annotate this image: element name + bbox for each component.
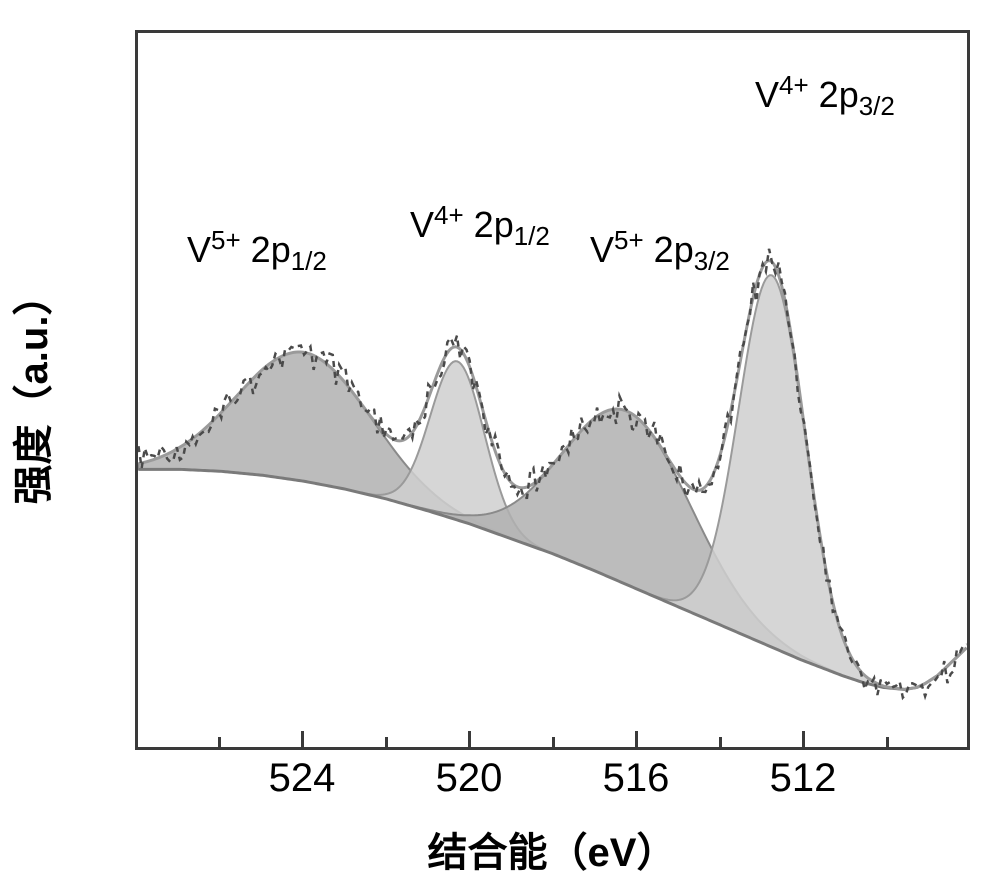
plot-svg bbox=[138, 33, 967, 747]
x-tick-label: 512 bbox=[770, 756, 837, 801]
peak-label-v4_2p12: V4+ 2p1/2 bbox=[410, 200, 550, 252]
x-axis-label: 结合能（eV） bbox=[428, 820, 677, 878]
x-tick-minor bbox=[385, 737, 388, 747]
x-tick-minor bbox=[552, 737, 555, 747]
x-tick-major bbox=[802, 731, 805, 747]
xps-chart: 强度（a.u.） 结合能（eV） 524520516512 V5+ 2p1/2V… bbox=[0, 0, 1000, 869]
x-tick-major bbox=[635, 731, 638, 747]
x-tick-minor bbox=[719, 737, 722, 747]
x-tick-label: 524 bbox=[269, 756, 336, 801]
x-tick-major bbox=[301, 731, 304, 747]
peak-label-v5_2p32: V5+ 2p3/2 bbox=[590, 225, 730, 277]
peak-label-v4_2p32: V4+ 2p3/2 bbox=[755, 70, 895, 122]
plot-frame bbox=[135, 30, 970, 750]
x-tick-minor bbox=[886, 737, 889, 747]
peak-label-v5_2p12: V5+ 2p1/2 bbox=[187, 225, 327, 277]
x-tick-label: 516 bbox=[603, 756, 670, 801]
x-tick-label: 520 bbox=[436, 756, 503, 801]
y-axis-label: 强度（a.u.） bbox=[1, 276, 59, 505]
x-tick-major bbox=[468, 731, 471, 747]
x-tick-minor bbox=[218, 737, 221, 747]
